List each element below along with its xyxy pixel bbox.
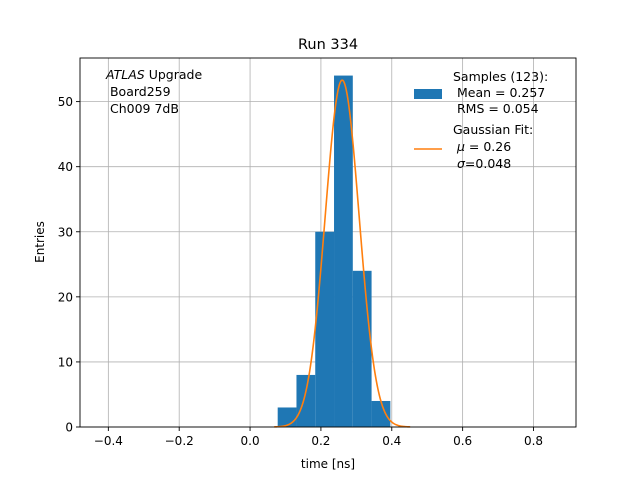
y-tick-label-5: 50: [58, 95, 73, 109]
x-tick-label-1: −0.2: [165, 434, 194, 448]
histogram-bar-0: [277, 407, 297, 427]
x-tick-label-5: 0.6: [453, 434, 472, 448]
legend-samples-rms: RMS = 0.054: [453, 101, 539, 116]
upgrade-label: Upgrade: [145, 67, 203, 82]
legend-fit-title: Gaussian Fit:: [453, 122, 533, 137]
gaussian-fit-curve: [274, 79, 411, 428]
x-axis-ticks: −0.4 −0.2 0.0 0.2 0.4 0.6 0.8: [94, 427, 543, 448]
y-tick-label-0: 0: [65, 421, 73, 435]
x-tick-label-2: 0.0: [241, 434, 260, 448]
annotation-channel: Ch009 7dB: [106, 101, 179, 116]
y-axis-ticks: 0 10 20 30 40 50: [58, 95, 80, 435]
x-tick-label-0: −0.4: [94, 434, 123, 448]
experiment-annotation: ATLAS Upgrade Board259 Ch009 7dB: [105, 67, 202, 116]
annotation-board: Board259: [106, 84, 171, 99]
legend-fit-sigma: σ=0.048: [453, 156, 511, 171]
x-tick-label-3: 0.2: [311, 434, 330, 448]
y-tick-label-2: 20: [58, 290, 73, 304]
sigma-symbol: σ: [457, 156, 466, 171]
sigma-value: =0.048: [465, 156, 511, 171]
y-tick-label-1: 10: [58, 355, 73, 369]
y-tick-label-4: 40: [58, 160, 73, 174]
x-tick-label-4: 0.4: [382, 434, 401, 448]
legend-fit-mu: μ = 0.26: [453, 139, 511, 154]
legend-samples-title: Samples (123):: [453, 69, 548, 84]
histogram-bar-5: [371, 400, 391, 427]
y-axis-label: Entries: [33, 221, 47, 263]
x-axis-label: time [ns]: [301, 457, 355, 471]
histogram-bar-4: [352, 270, 372, 427]
plot-frame: [79, 57, 577, 428]
histogram-bar-1: [296, 374, 316, 427]
mu-value: = 0.26: [465, 139, 511, 154]
histogram-bar-2: [315, 231, 335, 427]
legend-samples-mean: Mean = 0.257: [453, 85, 545, 100]
legend-samples-swatch: [414, 89, 442, 99]
histogram-bar-3: [334, 75, 353, 428]
annotation-line-1: ATLAS Upgrade: [105, 67, 202, 82]
x-tick-label-6: 0.8: [524, 434, 543, 448]
chart-title: Run 334: [298, 37, 358, 53]
legend: Samples (123): Mean = 0.257 RMS = 0.054 …: [414, 69, 548, 171]
y-tick-label-3: 30: [58, 225, 73, 239]
mu-symbol: μ: [456, 139, 465, 154]
atlas-label: ATLAS: [105, 67, 145, 82]
